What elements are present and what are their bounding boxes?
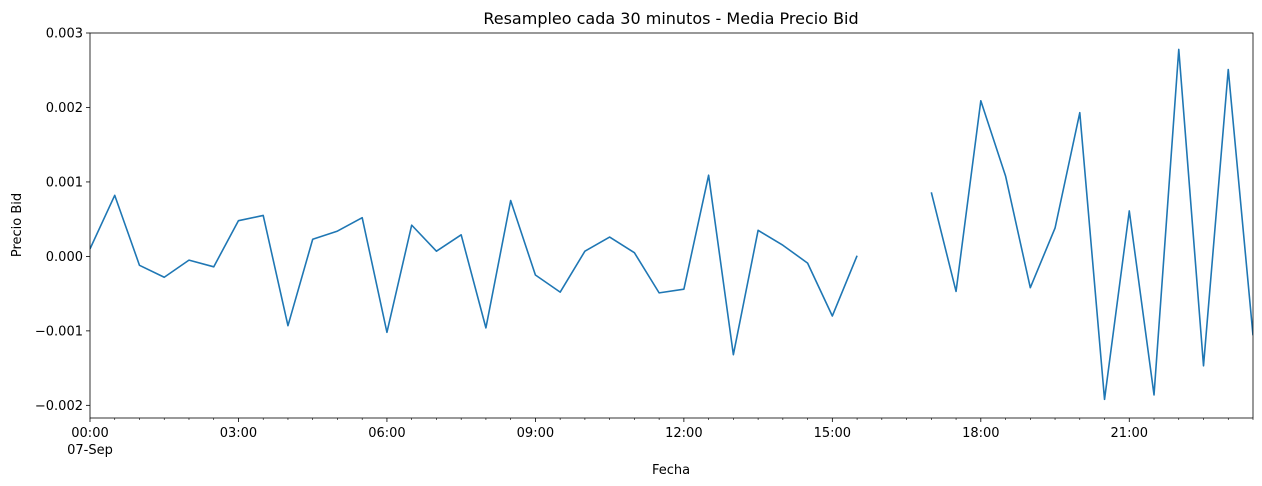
data-point xyxy=(558,290,563,295)
x-tick-label: 15:00 xyxy=(814,426,851,441)
data-point xyxy=(582,249,587,254)
y-tick-label: −0.001 xyxy=(35,324,83,339)
data-point xyxy=(780,243,785,248)
data-point xyxy=(1053,226,1058,231)
data-point xyxy=(731,352,736,357)
data-point xyxy=(360,215,365,220)
data-point xyxy=(483,325,488,330)
data-point xyxy=(261,213,266,218)
data-point xyxy=(1176,47,1181,52)
x-tick-label: 12:00 xyxy=(665,426,702,441)
data-point xyxy=(929,190,934,195)
data-point xyxy=(657,290,662,295)
x-tick-label: 06:00 xyxy=(368,426,405,441)
data-point xyxy=(434,249,439,254)
chart-title: Resampleo cada 30 minutos - Media Precio… xyxy=(483,9,858,28)
y-axis: −0.002 −0.001 0.000 0.001 0.002 0.003 xyxy=(35,27,90,414)
data-point xyxy=(805,261,810,266)
data-point xyxy=(236,218,241,223)
y-tick-label: 0.002 xyxy=(46,101,83,116)
data-point xyxy=(112,193,117,198)
x-tick-label: 18:00 xyxy=(962,426,999,441)
data-point xyxy=(756,228,761,233)
y-axis-label: Precio Bid xyxy=(10,193,25,257)
x-axis-label: Fecha xyxy=(652,463,690,478)
data-point xyxy=(310,237,315,242)
data-point xyxy=(162,275,167,280)
data-point xyxy=(459,232,464,237)
data-point xyxy=(1201,363,1206,368)
data-point xyxy=(1127,208,1132,213)
x-tick-label: 03:00 xyxy=(220,426,257,441)
data-point xyxy=(855,253,860,258)
y-tick-label: 0.001 xyxy=(46,175,83,190)
data-point xyxy=(1028,285,1033,290)
data-point xyxy=(1102,397,1107,402)
data-point xyxy=(1077,110,1082,115)
data-point xyxy=(137,263,142,268)
data-point xyxy=(1003,173,1008,178)
data-point xyxy=(1226,67,1231,72)
data-point xyxy=(533,273,538,278)
data-point xyxy=(607,235,612,240)
y-tick-label: 0.000 xyxy=(46,250,83,265)
y-tick-label: −0.002 xyxy=(35,399,83,414)
data-point xyxy=(508,198,513,203)
x-tick-label: 00:00 xyxy=(71,426,108,441)
data-point xyxy=(1152,392,1157,397)
data-point xyxy=(706,173,711,178)
data-point xyxy=(409,223,414,228)
data-point xyxy=(632,250,637,255)
plot-frame xyxy=(89,32,1254,419)
x-tick-sublabel: 07-Sep xyxy=(67,443,113,458)
x-tick-label: 21:00 xyxy=(1111,426,1148,441)
data-point xyxy=(978,98,983,103)
data-point xyxy=(681,287,686,292)
data-point xyxy=(954,289,959,294)
x-tick-label: 09:00 xyxy=(517,426,554,441)
data-point xyxy=(830,313,835,318)
series-line xyxy=(90,48,1253,401)
x-axis: 00:00 07-Sep 03:00 06:00 09:00 12:00 15:00 18:0… xyxy=(67,418,1254,458)
data-point xyxy=(186,258,191,263)
series-layer xyxy=(90,47,1253,402)
data-point xyxy=(335,229,340,234)
data-point xyxy=(285,323,290,328)
y-tick-label: 0.003 xyxy=(46,27,83,42)
data-point xyxy=(211,264,216,269)
data-point xyxy=(384,330,389,335)
